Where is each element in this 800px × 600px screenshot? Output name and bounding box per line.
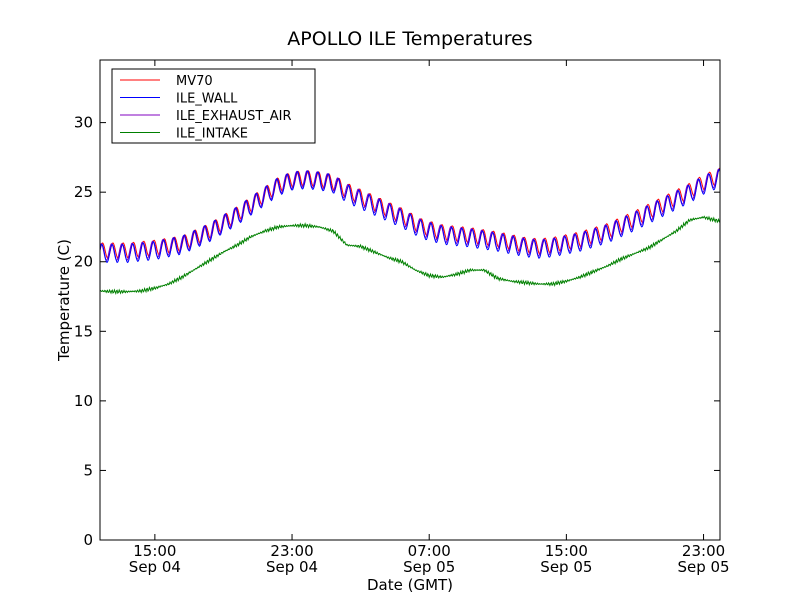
legend-frame — [111, 68, 316, 144]
y-tick-label: 0 — [83, 531, 93, 549]
y-tick-label: 5 — [83, 461, 93, 479]
x-tick-label-time: 23:00 — [682, 542, 725, 560]
legend-label: ILE_EXHAUST_AIR — [176, 109, 292, 124]
x-tick-label-time: 07:00 — [408, 542, 451, 560]
y-axis-label: Temperature (C) — [55, 239, 73, 362]
x-tick-label-time: 23:00 — [270, 542, 313, 560]
x-tick-label-time: 15:00 — [545, 542, 588, 560]
x-tick-label-time: 15:00 — [133, 542, 176, 560]
x-tick-label-date: Sep 05 — [403, 558, 455, 576]
x-tick-label-date: Sep 04 — [129, 558, 181, 576]
y-tick-label: 20 — [74, 253, 93, 271]
series-line-ile-intake — [99, 215, 721, 295]
legend-label: ILE_WALL — [176, 92, 238, 107]
x-tick-label-date: Sep 05 — [540, 558, 592, 576]
series-line-ile-wall — [99, 168, 721, 264]
y-tick-label: 10 — [74, 392, 93, 410]
x-axis-label: Date (GMT) — [367, 576, 453, 594]
y-tick-label: 25 — [74, 183, 93, 201]
chart-title: APOLLO ILE Temperatures — [287, 28, 532, 50]
series-layer — [99, 167, 721, 295]
y-tick-label: 30 — [74, 114, 93, 132]
legend-label: ILE_INTAKE — [176, 127, 248, 142]
plot-frame — [99, 59, 721, 541]
y-axis: 0 5 10 15 20 25 30 — [74, 114, 720, 549]
x-tick-label-date: Sep 05 — [677, 558, 729, 576]
legend-label: MV70 — [176, 74, 213, 89]
x-tick-label-date: Sep 04 — [266, 558, 318, 576]
y-tick-label: 15 — [74, 322, 93, 340]
legend: MV70 ILE_WALL ILE_EXHAUST_AIR ILE_INTAKE — [111, 68, 316, 144]
